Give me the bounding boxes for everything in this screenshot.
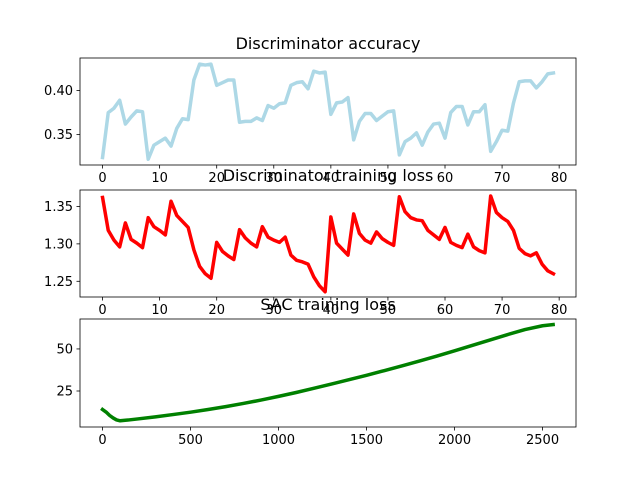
x-tick-label: 30 [266, 171, 283, 186]
chart-title: Discriminator accuracy [236, 34, 421, 53]
x-tick-label: 2500 [526, 433, 559, 448]
x-tick-label: 10 [151, 303, 168, 318]
x-tick-label: 0 [98, 171, 106, 186]
x-tick-label: 30 [266, 303, 283, 318]
x-tick-label: 40 [323, 303, 340, 318]
x-tick-label: 50 [380, 303, 397, 318]
x-tick-label: 2000 [438, 433, 471, 448]
series-line [100, 322, 556, 423]
chart-title: Discriminator training loss [223, 166, 434, 185]
x-tick-label: 80 [551, 303, 568, 318]
x-tick-label: 70 [494, 171, 511, 186]
x-tick-label: 1000 [262, 433, 295, 448]
y-tick-label: 1.30 [44, 237, 73, 252]
y-tick-label: 0.35 [44, 128, 73, 143]
y-tick-label: 50 [56, 342, 73, 357]
axes-frame [79, 57, 577, 166]
x-tick-label: 0 [98, 433, 106, 448]
subplot-discriminator-accuracy: 0 10 20 30 40 50 60 70 80 0.35 0.40 Discriminator a… [44, 34, 577, 186]
plot-area [100, 194, 556, 294]
y-tick-label: 1.25 [44, 275, 73, 290]
x-tick-label: 500 [178, 433, 203, 448]
x-tick-label: 40 [323, 171, 340, 186]
x-tick-label: 20 [208, 303, 225, 318]
plot-area [100, 322, 556, 423]
y-tick-label: 1.35 [44, 200, 73, 215]
x-tick-label: 10 [151, 171, 168, 186]
x-tick-label: 60 [437, 303, 454, 318]
series-line [100, 62, 556, 162]
plot-area [100, 62, 556, 162]
subplot-discriminator-training-loss: 0 10 20 30 40 50 60 70 80 1.25 1.30 1.35 Discriminat… [44, 166, 577, 318]
chart-title: SAC training loss [260, 295, 395, 314]
x-tick-label: 1500 [350, 433, 383, 448]
x-tick-label: 20 [208, 171, 225, 186]
x-tick-label: 50 [380, 171, 397, 186]
x-tick-label: 70 [494, 303, 511, 318]
axes-frame [79, 318, 577, 428]
x-tick-label: 0 [98, 303, 106, 318]
y-tick-label: 25 [56, 385, 73, 400]
series-line [100, 194, 556, 294]
y-tick-label: 0.40 [44, 84, 73, 99]
x-tick-label: 60 [437, 171, 454, 186]
x-tick-label: 80 [551, 171, 568, 186]
